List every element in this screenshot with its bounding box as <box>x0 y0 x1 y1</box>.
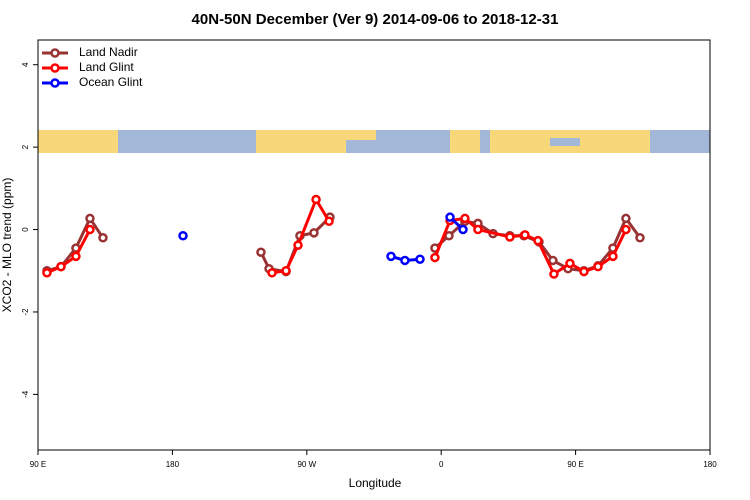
plot-frame <box>37 39 711 451</box>
x-tick-label: 90 E <box>567 460 583 469</box>
data-point <box>444 230 454 241</box>
data-point <box>324 216 334 227</box>
data-point <box>579 266 589 277</box>
data-point <box>281 266 291 276</box>
data-point <box>415 254 425 264</box>
map-strip <box>38 130 710 153</box>
data-point <box>85 224 95 235</box>
chart-title: 40N-50N December (Ver 9) 2014-09-06 to 2… <box>192 11 559 28</box>
data-point <box>71 251 81 262</box>
legend-label: Ocean Glint <box>79 75 143 89</box>
data-point <box>520 230 530 240</box>
legend-label: Land Nadir <box>79 45 138 59</box>
data-point <box>505 232 515 242</box>
data-point <box>42 268 52 278</box>
data-point <box>565 258 575 269</box>
data-point <box>621 213 631 224</box>
y-tick-label: 4 <box>21 62 30 67</box>
y-tick-label: -4 <box>21 390 30 398</box>
legend-marker <box>50 78 60 88</box>
data-point <box>460 213 470 224</box>
data-point <box>621 224 631 235</box>
x-tick-label: 0 <box>439 460 444 469</box>
data-point <box>608 251 618 262</box>
data-point <box>593 261 603 272</box>
data-point <box>56 261 66 272</box>
data-point <box>311 194 321 205</box>
data-point <box>178 230 188 241</box>
data-point <box>533 235 543 246</box>
data-point <box>635 233 645 243</box>
data-point <box>256 247 266 257</box>
legend-marker <box>50 63 60 73</box>
data-point <box>309 228 319 238</box>
data-point <box>548 255 558 266</box>
data-point <box>267 268 277 278</box>
y-tick-label: 0 <box>21 227 30 232</box>
y-tick-label: 2 <box>21 144 30 149</box>
y-tick-label: -2 <box>21 308 30 316</box>
data-point <box>85 213 95 224</box>
data-point <box>430 252 440 263</box>
data-point <box>445 212 455 222</box>
data-point <box>458 224 468 235</box>
x-axis-label: Longitude <box>349 476 402 490</box>
x-tick-label: 180 <box>166 460 180 469</box>
data-point <box>400 255 410 266</box>
data-point <box>386 251 396 262</box>
data-point <box>98 233 108 243</box>
x-tick-label: 90 W <box>297 460 316 469</box>
data-point <box>473 224 483 235</box>
legend-label: Land Glint <box>79 60 134 74</box>
x-tick-label: 180 <box>703 460 717 469</box>
data-point <box>549 269 559 279</box>
data-point <box>293 240 303 250</box>
legend-marker <box>50 48 60 58</box>
y-axis-label: XCO2 - MLO trend (ppm) <box>0 178 14 313</box>
x-tick-label: 90 E <box>30 460 46 469</box>
